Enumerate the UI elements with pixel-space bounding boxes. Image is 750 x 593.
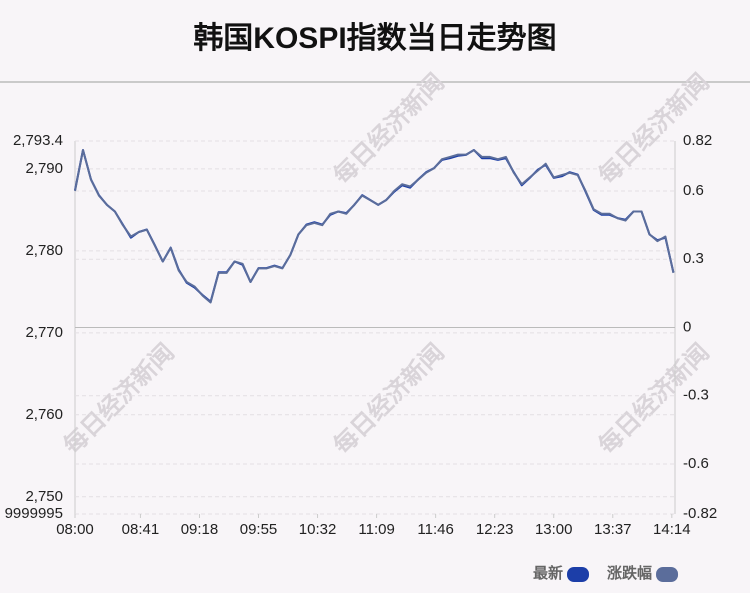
- x-tick-label: 11:09: [358, 521, 394, 538]
- legend-swatch: [567, 567, 590, 582]
- x-tick-label: 11:46: [417, 521, 453, 538]
- legend-label: 最新: [533, 564, 563, 582]
- y-tick-label: 2,770: [25, 324, 63, 341]
- x-tick-label: 08:41: [122, 521, 160, 538]
- y-tick-label: 9999995: [5, 505, 63, 522]
- x-tick-label: 13:37: [594, 521, 632, 538]
- y-tick-label: 2,790: [25, 160, 63, 177]
- y-tick-label: 2,760: [25, 406, 63, 423]
- y2-tick-label: -0.3: [683, 387, 709, 404]
- data-line: [74, 149, 675, 304]
- x-tick-label: 10:32: [299, 521, 337, 538]
- y2-tick-label: 0.82: [683, 132, 712, 149]
- x-tick-label: 09:55: [240, 521, 278, 538]
- x-tick-label: 09:18: [181, 521, 219, 538]
- x-tick-label: 08:00: [56, 521, 94, 538]
- x-tick-label: 13:00: [535, 521, 573, 538]
- x-tick-label: 12:23: [476, 521, 514, 538]
- y2-tick-label: -0.82: [683, 505, 717, 522]
- x-tick-label: 14:14: [653, 521, 691, 538]
- legend-label: 涨跌幅: [607, 564, 652, 582]
- y-tick-label: 2,750: [25, 488, 63, 505]
- chart-title: 韩国KOSPI指数当日走势图: [193, 22, 556, 55]
- y2-tick-label: 0.3: [683, 250, 704, 267]
- y2-tick-label: 0: [683, 318, 691, 335]
- y2-tick-label: -0.6: [683, 455, 709, 472]
- legend-swatch: [656, 567, 679, 582]
- y-tick-label: 2,780: [25, 242, 63, 259]
- y2-tick-label: 0.6: [683, 182, 704, 199]
- y-tick-label: 2,793.4: [13, 132, 63, 149]
